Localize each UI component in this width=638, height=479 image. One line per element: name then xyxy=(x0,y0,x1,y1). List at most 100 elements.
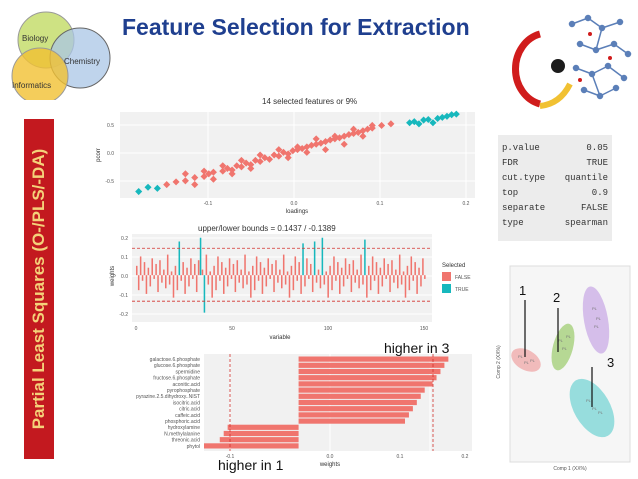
weight-bar xyxy=(366,275,368,298)
weight-bar xyxy=(354,275,356,283)
weight-bar xyxy=(174,265,177,276)
scatter-point xyxy=(233,162,241,170)
scatter-point xyxy=(303,148,311,156)
bar-ytick: 0.2 xyxy=(121,236,128,242)
weight-bar xyxy=(368,265,370,276)
weight-bar xyxy=(228,258,231,276)
weight-bar xyxy=(159,260,161,276)
scatter-point-selected xyxy=(135,188,143,196)
svg-text:PL: PL xyxy=(566,334,572,339)
feature-weights-hbar: galactose.6.phosphateglucose.6.phosphate… xyxy=(136,354,472,468)
weight-bar xyxy=(315,275,318,283)
scatter-point xyxy=(359,132,367,140)
weight-bar xyxy=(416,275,418,294)
weight-bar xyxy=(342,275,345,287)
hbar-xtick: -0.1 xyxy=(226,454,235,460)
scatter-point xyxy=(312,140,320,148)
weight-bar xyxy=(356,269,358,276)
scatter-point-selected xyxy=(415,120,423,128)
weight-bar xyxy=(279,269,281,276)
weight-bar xyxy=(248,271,250,276)
weight-bar xyxy=(282,254,285,276)
scatter-point-selected xyxy=(429,119,437,127)
scatter-point xyxy=(191,174,199,182)
svg-text:PL: PL xyxy=(562,346,568,351)
weight-bar xyxy=(319,275,322,289)
feature-label: aconitic.acid xyxy=(172,382,200,388)
weight-bar xyxy=(145,275,148,294)
weight-bar-selected xyxy=(321,237,324,276)
feature-label: galactose.6.phosphate xyxy=(150,357,201,363)
weight-bar xyxy=(339,275,341,294)
scatter-point-selected xyxy=(144,183,152,191)
weight-bar xyxy=(377,275,380,294)
svg-text:PL: PL xyxy=(592,306,598,311)
scatter-point xyxy=(237,156,245,164)
scatter-point xyxy=(364,125,372,133)
weight-bar xyxy=(288,275,291,298)
weight-bar-selected xyxy=(178,241,181,276)
weight-bar xyxy=(333,256,335,276)
venn-label-informatics: Informatics xyxy=(12,81,52,90)
scatter-point xyxy=(163,181,171,189)
feature-label: hydroxylamine xyxy=(168,425,200,431)
weight-bar xyxy=(234,275,237,293)
weight-bar xyxy=(375,262,378,276)
weight-bar xyxy=(153,275,155,279)
bar-ytick: -0.2 xyxy=(119,312,128,318)
weight-bar xyxy=(325,271,327,276)
weight-bar-selected xyxy=(199,237,202,276)
weight-bar xyxy=(275,260,277,276)
scatter-point-selected xyxy=(434,114,442,122)
scatter-point-selected xyxy=(153,184,161,192)
scatter-point xyxy=(247,164,255,172)
weight-bar xyxy=(207,275,210,285)
scatter-point xyxy=(293,143,302,151)
weight-bar xyxy=(163,269,165,276)
scatter-point-selected xyxy=(452,110,460,118)
weight-bar xyxy=(406,265,409,276)
weight-bar xyxy=(337,262,339,276)
weight-bar xyxy=(184,275,186,294)
svg-text:PL: PL xyxy=(586,398,592,403)
svg-text:PL: PL xyxy=(530,358,536,363)
feature-weight-bar xyxy=(298,412,409,418)
scatter-xtick: 0.1 xyxy=(377,201,384,207)
weight-bar xyxy=(271,263,273,276)
weight-bar xyxy=(358,275,360,289)
svg-text:PL: PL xyxy=(598,410,604,415)
param-key: separate xyxy=(502,203,546,213)
scatter-point xyxy=(200,172,208,181)
weight-bar xyxy=(395,269,397,276)
svg-text:PL: PL xyxy=(596,316,602,321)
weight-bar xyxy=(323,275,326,285)
feature-label: pyrazine.2.5.dihydroxy..NIST xyxy=(136,394,200,400)
scatter-ylabel: pcorr xyxy=(96,148,102,162)
scatter-point xyxy=(289,147,297,155)
weight-bar xyxy=(286,271,289,276)
weight-bar xyxy=(205,254,208,276)
weight-bar xyxy=(418,267,420,276)
weight-bar xyxy=(217,256,219,276)
feature-label: spermidine xyxy=(176,369,201,375)
weight-bar xyxy=(232,263,235,276)
weight-bar xyxy=(371,256,374,276)
weight-bar xyxy=(300,275,302,294)
weight-bar xyxy=(397,275,399,289)
weight-bar xyxy=(201,269,204,276)
weight-bar xyxy=(190,258,192,276)
score-ylabel: Comp 2 (XX%) xyxy=(496,345,502,379)
feature-weight-bar xyxy=(298,393,421,399)
weight-bar xyxy=(391,260,393,276)
weight-bar xyxy=(238,275,240,283)
weight-bar xyxy=(298,262,300,276)
feature-label: caffeic.acid xyxy=(175,413,200,419)
scatter-ytick: -0.5 xyxy=(105,179,114,185)
param-row: cut.type quantile xyxy=(498,171,612,186)
param-key: cut.type xyxy=(502,173,546,183)
weight-bar xyxy=(350,275,353,293)
param-key: top xyxy=(502,188,519,198)
weight-bar xyxy=(284,275,287,285)
svg-text:PL: PL xyxy=(592,406,598,411)
feature-weight-bar xyxy=(298,406,413,412)
